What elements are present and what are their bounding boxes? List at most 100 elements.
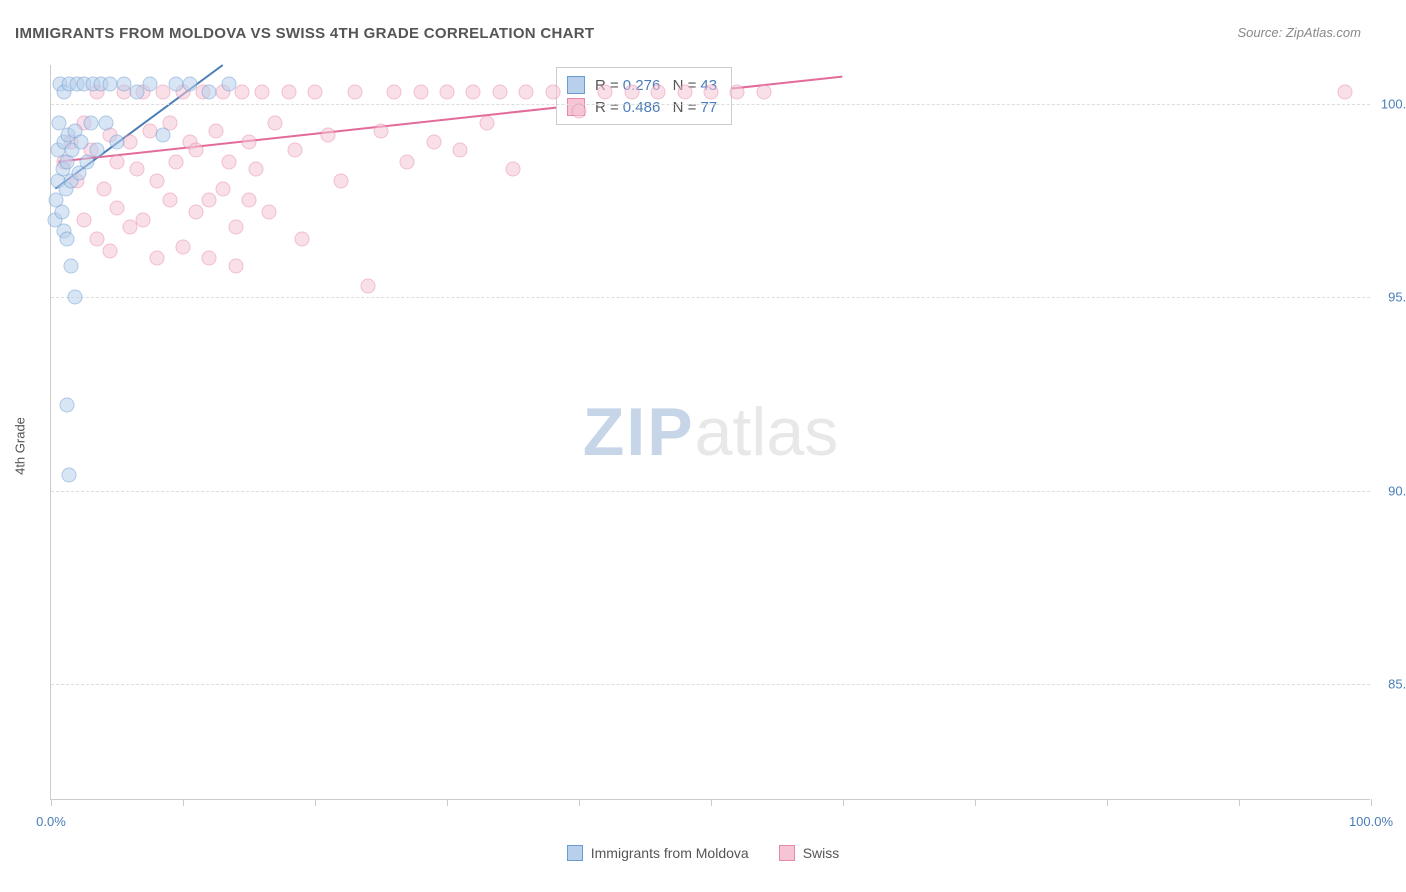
data-point-swiss bbox=[294, 232, 309, 247]
data-point-moldova bbox=[67, 290, 82, 305]
data-point-swiss bbox=[387, 85, 402, 100]
legend-item: Swiss bbox=[779, 845, 840, 861]
data-point-swiss bbox=[268, 116, 283, 131]
data-point-swiss bbox=[677, 85, 692, 100]
data-point-swiss bbox=[228, 259, 243, 274]
x-tick bbox=[51, 799, 52, 806]
chart-title: IMMIGRANTS FROM MOLDOVA VS SWISS 4TH GRA… bbox=[15, 25, 594, 42]
data-point-swiss bbox=[440, 85, 455, 100]
data-point-swiss bbox=[321, 127, 336, 142]
data-point-swiss bbox=[334, 174, 349, 189]
data-point-swiss bbox=[202, 251, 217, 266]
x-tick bbox=[579, 799, 580, 806]
data-point-moldova bbox=[90, 143, 105, 158]
stats-r-label: R = bbox=[595, 99, 619, 116]
data-point-swiss bbox=[189, 205, 204, 220]
data-point-swiss bbox=[222, 154, 237, 169]
data-point-swiss bbox=[347, 85, 362, 100]
x-tick bbox=[183, 799, 184, 806]
data-point-swiss bbox=[1337, 85, 1352, 100]
data-point-swiss bbox=[162, 193, 177, 208]
stats-row: R =0.486 N =77 bbox=[567, 96, 721, 118]
data-point-swiss bbox=[261, 205, 276, 220]
data-point-swiss bbox=[572, 104, 587, 119]
data-point-swiss bbox=[624, 85, 639, 100]
data-point-swiss bbox=[136, 212, 151, 227]
data-point-swiss bbox=[413, 85, 428, 100]
data-point-swiss bbox=[149, 251, 164, 266]
data-point-swiss bbox=[235, 85, 250, 100]
data-point-swiss bbox=[242, 193, 257, 208]
data-point-swiss bbox=[129, 162, 144, 177]
y-tick-label: 85.0% bbox=[1388, 676, 1406, 691]
stats-n-label: N = bbox=[664, 99, 696, 116]
data-point-moldova bbox=[79, 154, 94, 169]
stats-swatch bbox=[567, 76, 585, 94]
data-point-swiss bbox=[453, 143, 468, 158]
data-point-swiss bbox=[90, 232, 105, 247]
data-point-swiss bbox=[242, 135, 257, 150]
data-point-moldova bbox=[143, 77, 158, 92]
data-point-moldova bbox=[182, 77, 197, 92]
data-point-swiss bbox=[374, 123, 389, 138]
gridline bbox=[51, 684, 1370, 685]
legend-label: Immigrants from Moldova bbox=[591, 845, 749, 861]
data-point-swiss bbox=[730, 85, 745, 100]
data-point-moldova bbox=[110, 135, 125, 150]
data-point-moldova bbox=[54, 205, 69, 220]
data-point-swiss bbox=[704, 85, 719, 100]
data-point-swiss bbox=[756, 85, 771, 100]
data-point-swiss bbox=[176, 239, 191, 254]
data-point-moldova bbox=[59, 398, 74, 413]
data-point-moldova bbox=[59, 232, 74, 247]
data-point-swiss bbox=[248, 162, 263, 177]
x-tick bbox=[315, 799, 316, 806]
data-point-swiss bbox=[281, 85, 296, 100]
data-point-swiss bbox=[466, 85, 481, 100]
x-tick bbox=[711, 799, 712, 806]
x-tick bbox=[1107, 799, 1108, 806]
x-tick bbox=[1239, 799, 1240, 806]
stats-row: R =0.276 N =43 bbox=[567, 74, 721, 96]
data-point-swiss bbox=[110, 201, 125, 216]
y-axis-label: 4th Grade bbox=[13, 417, 28, 475]
x-tick bbox=[843, 799, 844, 806]
data-point-swiss bbox=[255, 85, 270, 100]
data-point-moldova bbox=[74, 135, 89, 150]
stats-n-value: 77 bbox=[700, 99, 717, 116]
y-tick-label: 100.0% bbox=[1381, 96, 1406, 111]
data-point-swiss bbox=[360, 278, 375, 293]
gridline bbox=[51, 297, 1370, 298]
data-point-swiss bbox=[215, 181, 230, 196]
data-point-swiss bbox=[189, 143, 204, 158]
data-point-swiss bbox=[103, 243, 118, 258]
data-point-swiss bbox=[123, 135, 138, 150]
data-point-swiss bbox=[598, 85, 613, 100]
data-point-swiss bbox=[400, 154, 415, 169]
gridline bbox=[51, 104, 1370, 105]
stats-r-value: 0.486 bbox=[623, 99, 661, 116]
data-point-swiss bbox=[149, 174, 164, 189]
x-tick-label: 100.0% bbox=[1349, 814, 1393, 829]
trend-lines-layer bbox=[51, 65, 1370, 799]
data-point-swiss bbox=[492, 85, 507, 100]
data-point-swiss bbox=[651, 85, 666, 100]
data-point-moldova bbox=[62, 468, 77, 483]
data-point-moldova bbox=[63, 259, 78, 274]
legend-swatch bbox=[779, 845, 795, 861]
data-point-swiss bbox=[426, 135, 441, 150]
x-tick bbox=[1371, 799, 1372, 806]
data-point-swiss bbox=[228, 220, 243, 235]
data-point-swiss bbox=[96, 181, 111, 196]
source-link[interactable]: ZipAtlas.com bbox=[1286, 25, 1361, 40]
data-point-moldova bbox=[202, 85, 217, 100]
source-label: Source: bbox=[1237, 25, 1285, 40]
data-point-swiss bbox=[209, 123, 224, 138]
data-point-moldova bbox=[222, 77, 237, 92]
x-tick bbox=[975, 799, 976, 806]
series-legend: Immigrants from Moldova Swiss bbox=[0, 845, 1406, 864]
data-point-swiss bbox=[308, 85, 323, 100]
data-point-swiss bbox=[202, 193, 217, 208]
y-tick-label: 90.0% bbox=[1388, 483, 1406, 498]
data-point-moldova bbox=[83, 116, 98, 131]
